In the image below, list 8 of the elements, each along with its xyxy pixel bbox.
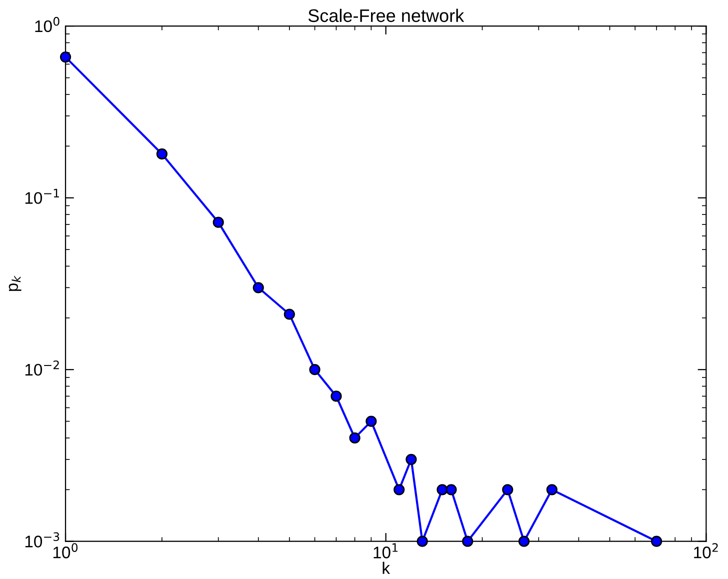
x-axis-title: k bbox=[382, 562, 390, 574]
y-tick-label: 10$^{−1}$ bbox=[25, 188, 59, 204]
y-axis-title: p$_{k}$ bbox=[8, 275, 22, 291]
x-tick-label: 10$^{1}$ bbox=[374, 543, 398, 558]
x-tick-label: 10$^{2}$ bbox=[694, 543, 718, 558]
chart-title: Scale-Free network bbox=[308, 8, 464, 22]
y-tick-label: 10$^{0}$ bbox=[35, 16, 60, 32]
y-tick-label: 10$^{−2}$ bbox=[25, 360, 59, 376]
